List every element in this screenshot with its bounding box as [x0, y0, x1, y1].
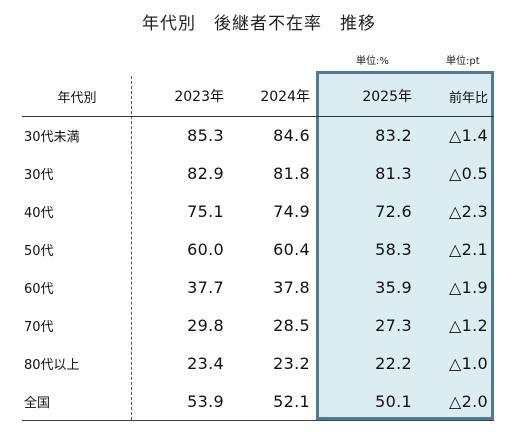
- row-label-80s-plus: 80代以上: [24, 357, 80, 373]
- cell-70s-yoy: △1.2: [449, 315, 488, 335]
- cell-40s-yoy: △2.3: [449, 201, 488, 221]
- cell-30s-2023: 82.9: [187, 163, 224, 183]
- row-label-60s: 60代: [24, 281, 54, 297]
- cell-national-yoy: △2.0: [449, 391, 488, 411]
- row-label-70s: 70代: [24, 319, 54, 335]
- column-header-2025: 2025年: [362, 89, 412, 105]
- chart-title: 年代別 後継者不在率 推移: [142, 14, 376, 34]
- cell-national-2023: 53.9: [187, 391, 224, 411]
- cell-under-30-2024: 84.6: [273, 125, 310, 145]
- row-label-50s: 50代: [24, 243, 54, 259]
- row-label-30s: 30代: [24, 167, 54, 183]
- unit-label-percent: 単位:%: [356, 56, 389, 67]
- cell-70s-2025: 27.3: [375, 315, 412, 335]
- cell-50s-2024: 60.4: [273, 239, 310, 259]
- row-label-national: 全国: [24, 395, 51, 411]
- highlight-box-2025: [316, 71, 494, 420]
- cell-under-30-yoy: △1.4: [449, 125, 488, 145]
- column-header-age: 年代別: [57, 90, 97, 106]
- cell-80s-plus-2025: 22.2: [375, 353, 412, 373]
- cell-70s-2024: 28.5: [273, 315, 310, 335]
- cell-80s-plus-yoy: △1.0: [449, 353, 488, 373]
- cell-70s-2023: 29.8: [187, 315, 224, 335]
- cell-30s-2025: 81.3: [375, 163, 412, 183]
- column-header-yoy: 前年比: [448, 90, 488, 106]
- cell-40s-2023: 75.1: [187, 201, 224, 221]
- bottom-rule: [22, 420, 494, 421]
- cell-30s-yoy: △0.5: [449, 163, 488, 183]
- cell-50s-yoy: △2.1: [449, 239, 488, 259]
- cell-60s-2023: 37.7: [187, 277, 224, 297]
- cell-80s-plus-2023: 23.4: [187, 353, 224, 373]
- cell-50s-2023: 60.0: [187, 239, 224, 259]
- cell-under-30-2023: 85.3: [187, 125, 224, 145]
- column-header-2024: 2024年: [260, 89, 310, 105]
- cell-national-2024: 52.1: [273, 391, 310, 411]
- cell-40s-2024: 74.9: [273, 201, 310, 221]
- cell-national-2025: 50.1: [375, 391, 412, 411]
- cell-60s-2025: 35.9: [375, 277, 412, 297]
- data-table: 年代別 2023年 2024年 2025年 前年比 30代未満 85.3 84.…: [22, 76, 494, 420]
- column-header-2023: 2023年: [174, 89, 224, 105]
- row-label-under-30: 30代未満: [24, 129, 80, 145]
- cell-30s-2024: 81.8: [273, 163, 310, 183]
- cell-60s-yoy: △1.9: [449, 277, 488, 297]
- unit-label-point: 単位:pt: [446, 56, 480, 67]
- label-column-separator: [131, 76, 132, 420]
- cell-60s-2024: 37.8: [273, 277, 310, 297]
- cell-40s-2025: 72.6: [375, 201, 412, 221]
- cell-50s-2025: 58.3: [375, 239, 412, 259]
- cell-under-30-2025: 83.2: [375, 125, 412, 145]
- cell-80s-plus-2024: 23.2: [273, 353, 310, 373]
- row-label-40s: 40代: [24, 205, 54, 221]
- header-rule: [22, 116, 494, 117]
